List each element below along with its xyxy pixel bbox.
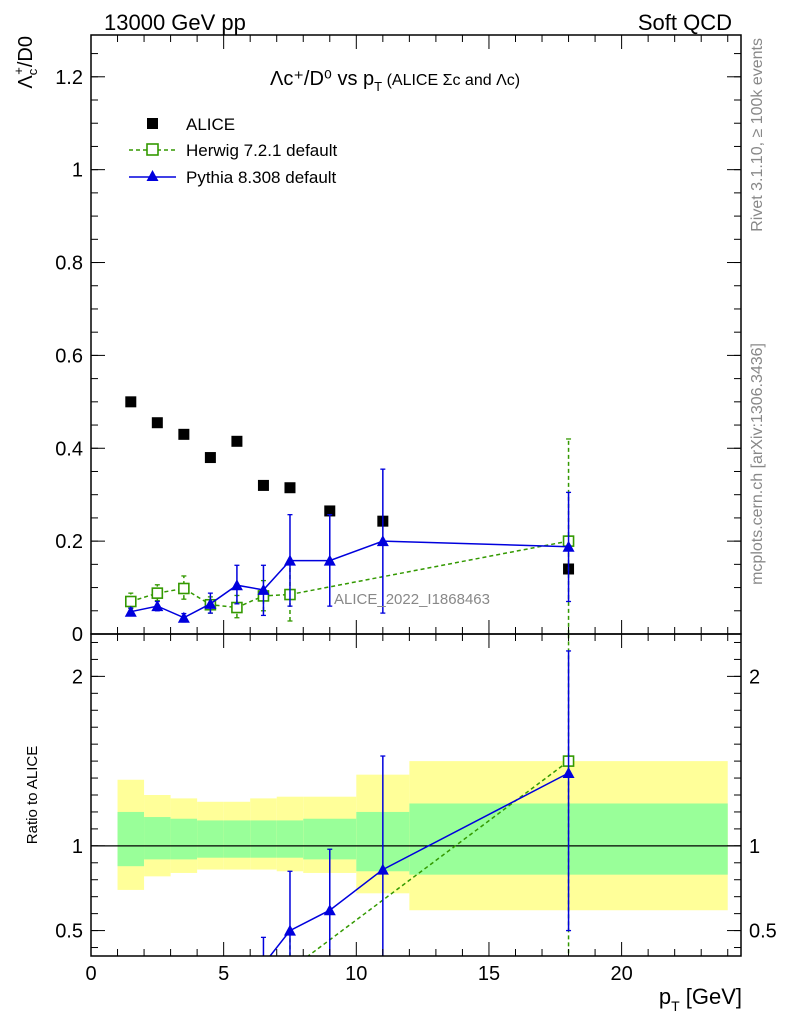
data-point-pythia — [230, 579, 243, 591]
data-point-alice — [284, 482, 296, 494]
data-point-pythia — [283, 554, 296, 566]
data-point-alice — [204, 452, 216, 464]
y-tick-label: 0.4 — [55, 438, 83, 460]
data-point-alice — [324, 505, 336, 517]
ratio-plot-layer: 0 5 10 15 20 0.5 0.5 1 1 2 2 — [55, 634, 777, 985]
legend-alice-label: ALICE — [186, 115, 235, 134]
data-point-pythia — [323, 904, 336, 916]
data-point-pythia — [323, 554, 336, 566]
data-point-pythia — [151, 600, 164, 612]
main-ticks: 0 0.2 0.4 0.6 0.8 1 1.2 — [55, 35, 741, 646]
data-point-pythia — [562, 766, 575, 778]
data-point-pythia — [283, 924, 296, 936]
data-point-herwig — [178, 582, 190, 595]
data-point-pythia — [257, 958, 269, 969]
legend-alice-marker — [147, 118, 158, 129]
x-tick-label: 0 — [85, 963, 96, 985]
y-tick-label: 1 — [72, 836, 83, 858]
legend-herwig-marker — [146, 143, 159, 156]
main-plot-panel: 0 0.2 0.4 0.6 0.8 1 1.2 Λc⁺/D⁰ vs pT (ALICE Σc… — [11, 34, 742, 646]
data-point-alice — [151, 417, 163, 429]
y-tick-label: 0 — [72, 624, 83, 646]
y-tick-label: 2 — [72, 666, 83, 688]
ratio-y-axis-label: Ratio to ALICE — [24, 746, 41, 844]
data-point-herwig — [285, 965, 295, 975]
rivet-version-label: Rivet 3.1.10, ≥ 100k events — [749, 38, 766, 232]
series-line-herwig — [306, 760, 570, 956]
data-point-alice — [257, 479, 269, 491]
y-tick-label-right: 1 — [749, 836, 760, 858]
data-point-pythia — [376, 535, 389, 547]
main-y-axis-label: Λc+/D0 — [11, 36, 40, 89]
mcplots-label: mcplots.cern.ch [arXiv:1306.3436] — [749, 343, 766, 585]
y-tick-label: 0.2 — [55, 531, 83, 553]
header-left-label: 13000 GeV pp — [104, 10, 246, 35]
legend-entry-pythia: Pythia 8.308 default — [129, 168, 337, 187]
uncertainty-band-inner — [276, 820, 304, 858]
data-point-alice — [125, 396, 137, 408]
y-tick-label: 0.5 — [55, 921, 83, 943]
data-point-pythia — [124, 605, 137, 617]
x-tick-label: 15 — [478, 963, 500, 985]
x-tick-label: 10 — [345, 963, 367, 985]
y-tick-label: 1 — [72, 160, 83, 182]
y-tick-label-right: 2 — [749, 666, 760, 688]
data-point-herwig — [124, 595, 137, 608]
legend-pythia-marker — [146, 170, 159, 181]
data-point-pythia — [177, 611, 190, 623]
data-point-pythia — [562, 540, 575, 552]
header-right-label: Soft QCD — [638, 10, 732, 35]
main-data — [124, 396, 575, 634]
y-tick-label-right: 0.5 — [749, 921, 777, 943]
uncertainty-band-inner — [144, 817, 171, 860]
y-tick-label: 0.6 — [55, 345, 83, 367]
x-tick-label: 5 — [218, 963, 229, 985]
x-axis-label: pT [GeV] — [659, 984, 742, 1014]
uncertainty-band-inner — [197, 820, 224, 858]
data-point-herwig — [151, 587, 164, 599]
main-plot-layer: 0 0.2 0.4 0.6 0.8 1 1.2 — [55, 35, 741, 646]
uncertainty-band-inner — [223, 820, 251, 858]
ratio-ticks: 0 5 10 15 20 0.5 0.5 1 1 2 2 — [55, 634, 777, 985]
y-tick-label: 1.2 — [55, 67, 83, 89]
uncertainty-band-inner — [170, 818, 198, 860]
uncertainty-band-inner — [117, 811, 145, 867]
analysis-watermark: ALICE_2022_I1868463 — [334, 591, 490, 608]
data-point-pythia — [376, 863, 389, 875]
legend-entry-alice: ALICE — [147, 115, 235, 134]
legend-pythia-label: Pythia 8.308 default — [186, 168, 337, 187]
plot-title: Λc⁺/D⁰ vs pT (ALICE Σc and Λc) — [270, 68, 520, 94]
legend: ALICE Herwig 7.2.1 default Pythia 8.308 … — [129, 115, 337, 187]
data-point-pythia — [257, 583, 270, 595]
data-point-alice — [231, 435, 243, 447]
ratio-data — [91, 634, 741, 975]
ratio-plot-panel: 0 5 10 15 20 0.5 0.5 1 1 2 2 Ratio to ALICE pT [Ge… — [24, 633, 777, 1014]
series-line-pythia — [130, 540, 569, 619]
legend-entry-herwig: Herwig 7.2.1 default — [129, 141, 337, 160]
uncertainty-band-inner — [250, 820, 277, 858]
data-point-pythia — [204, 597, 217, 609]
y-tick-label: 0.8 — [55, 253, 83, 275]
legend-herwig-label: Herwig 7.2.1 default — [186, 141, 337, 160]
ratio-plot-frame — [90, 633, 742, 957]
x-tick-label: 20 — [610, 963, 632, 985]
data-point-alice — [178, 428, 190, 440]
